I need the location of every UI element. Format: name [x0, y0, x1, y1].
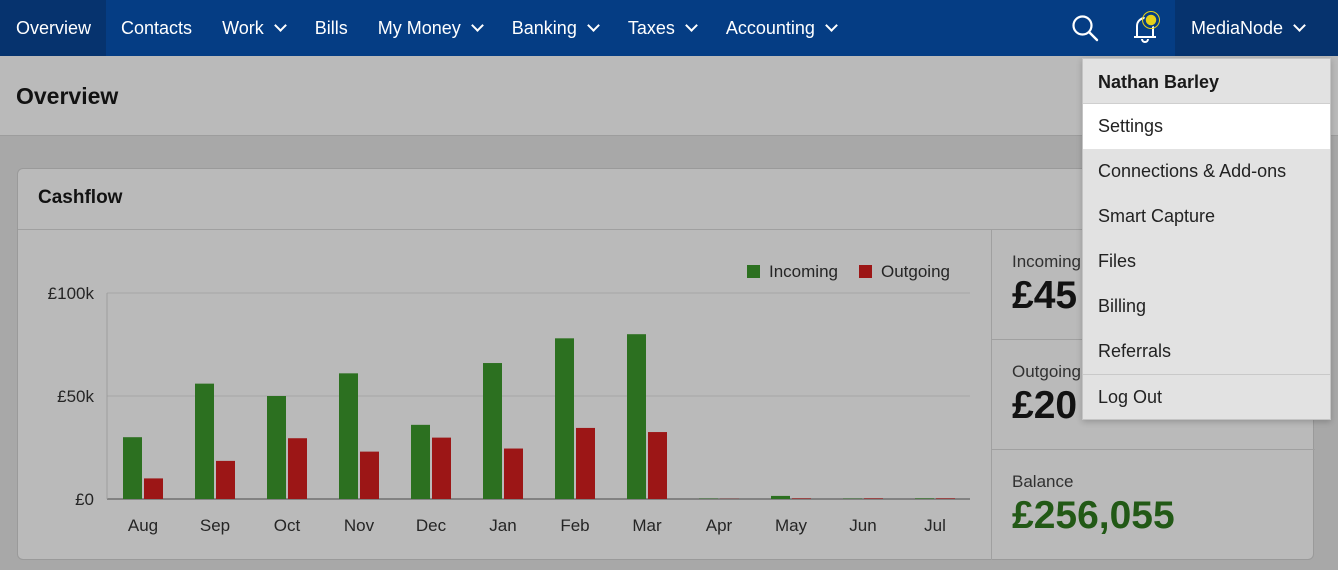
legend-label-incoming: Incoming: [769, 262, 838, 281]
menu-items: Settings Connections & Add-ons Smart Captu…: [1083, 104, 1330, 374]
stat-label: Incoming: [1012, 252, 1081, 271]
x-tick-label: Jul: [924, 516, 946, 535]
bar-outgoing: [864, 498, 883, 499]
account-dropdown: Nathan Barley Settings Connections & Add-…: [1082, 58, 1331, 420]
bar-incoming: [915, 498, 934, 499]
stat-outgoing: Outgoing £20: [992, 340, 1315, 450]
bar-incoming: [267, 396, 286, 499]
x-tick-label: Jan: [489, 516, 516, 535]
chevron-down-icon: [825, 19, 838, 32]
chevron-down-icon: [273, 19, 287, 32]
bar-outgoing: [936, 498, 955, 499]
nav-item-label: Work: [222, 17, 264, 38]
nav-item-label: Banking: [511, 17, 577, 38]
menu-separator: [1083, 374, 1330, 375]
page-title: Overview: [16, 83, 119, 109]
bar-incoming: [195, 383, 214, 499]
menu-item-connections-and-add-ons[interactable]: Connections & Add-ons: [1098, 161, 1287, 181]
y-tick-label: £50k: [57, 387, 94, 406]
bar-outgoing: [288, 438, 307, 499]
nav-item-label: Bills: [314, 17, 348, 38]
bar-outgoing: [360, 451, 379, 499]
nav-item-contacts[interactable]: Contacts: [106, 0, 207, 56]
x-tick-label: Apr: [706, 516, 733, 535]
notifications-button[interactable]: [1115, 0, 1175, 56]
cashflow-stats: Incoming £45 Outgoing £20 Balance £256,0…: [991, 230, 1315, 560]
nav-item-accounting[interactable]: Accounting: [711, 0, 851, 56]
stat-value: £20: [1012, 384, 1078, 427]
legend-label-outgoing: Outgoing: [881, 262, 950, 281]
menu-item-smart-capture[interactable]: Smart Capture: [1098, 206, 1216, 226]
bar-incoming: [123, 437, 142, 499]
bar-incoming: [555, 338, 574, 499]
y-tick-label: £0: [75, 490, 94, 509]
chevron-down-icon: [1293, 19, 1306, 32]
nav-item-label: Contacts: [121, 17, 193, 38]
menu-item-referrals[interactable]: Referrals: [1098, 341, 1172, 361]
bar-outgoing: [216, 460, 235, 499]
nav-items: Overview Contacts Work Bills My Money Banking…: [0, 0, 851, 56]
nav-item-bills[interactable]: Bills: [300, 0, 363, 56]
nav-item-work[interactable]: Work: [207, 0, 300, 56]
menu-user-name: Nathan Barley: [1083, 59, 1330, 104]
nav-item-label: Taxes: [627, 17, 675, 38]
card-title: Cashflow: [38, 187, 123, 208]
x-tick-label: Sep: [200, 516, 230, 535]
x-tick-label: May: [775, 516, 808, 535]
menu-item-billing[interactable]: Billing: [1098, 296, 1147, 316]
bar-incoming: [771, 495, 790, 499]
legend-swatch-outgoing: [859, 265, 872, 278]
bar-incoming: [339, 373, 358, 499]
stat-label: Balance: [1012, 472, 1074, 491]
nav-item-banking[interactable]: Banking: [497, 0, 613, 56]
nav-item-label: Accounting: [725, 17, 815, 38]
x-tick-label: Oct: [274, 516, 301, 535]
cashflow-chart: £0 £50k £100k Aug Sep Oct Nov Dec Jan Feb Mar Apr Ma…: [18, 230, 991, 560]
bar-incoming: [483, 363, 502, 499]
x-tick-label: Feb: [560, 516, 589, 535]
nav-item-overview[interactable]: Overview: [0, 0, 107, 56]
bar-outgoing: [432, 437, 451, 499]
bar-outgoing: [576, 427, 595, 499]
stat-value: £45: [1012, 274, 1078, 317]
search-button[interactable]: [1055, 0, 1115, 56]
bar-outgoing: [504, 448, 523, 499]
bar-incoming: [411, 424, 430, 499]
account-menu-button[interactable]: MediaNode: [1175, 0, 1338, 56]
menu-item-settings[interactable]: Settings: [1083, 104, 1330, 149]
chevron-down-icon: [470, 19, 484, 32]
x-tick-label: Aug: [128, 516, 158, 535]
x-tick-label: Jun: [849, 516, 876, 535]
menu-item-log-out[interactable]: Log Out: [1098, 387, 1163, 407]
chevron-down-icon: [685, 19, 698, 32]
top-nav: Overview Contacts Work Bills My Money Banking…: [0, 0, 1338, 56]
bar-incoming: [627, 334, 646, 499]
search-icon: [1072, 15, 1099, 42]
x-tick-label: Nov: [344, 516, 375, 535]
stat-value: £256,055: [1012, 494, 1175, 537]
bar-outgoing: [648, 432, 667, 499]
bar-outgoing: [792, 498, 811, 499]
x-tick-label: Dec: [416, 516, 447, 535]
notification-dot: [1144, 13, 1158, 27]
bar-outgoing: [144, 478, 163, 499]
bell-icon: [1134, 11, 1160, 43]
nav-item-label: Overview: [16, 17, 92, 38]
menu-item-files[interactable]: Files: [1098, 251, 1137, 271]
stat-label: Outgoing: [1012, 362, 1081, 381]
stat-balance: Balance £256,055: [992, 450, 1315, 560]
divider: [18, 229, 1313, 230]
cashflow-chart-svg: £0 £50k £100k Aug Sep Oct Nov Dec Jan Feb Mar Apr Ma…: [48, 262, 970, 535]
x-tick-label: Mar: [632, 516, 662, 535]
account-label: MediaNode: [1191, 17, 1284, 38]
nav-item-taxes[interactable]: Taxes: [613, 0, 711, 56]
y-tick-label: £100k: [48, 284, 95, 303]
nav-item-my-money[interactable]: My Money: [363, 0, 497, 56]
chevron-down-icon: [586, 19, 600, 32]
legend-swatch-incoming: [747, 265, 760, 278]
nav-item-label: My Money: [377, 17, 461, 38]
